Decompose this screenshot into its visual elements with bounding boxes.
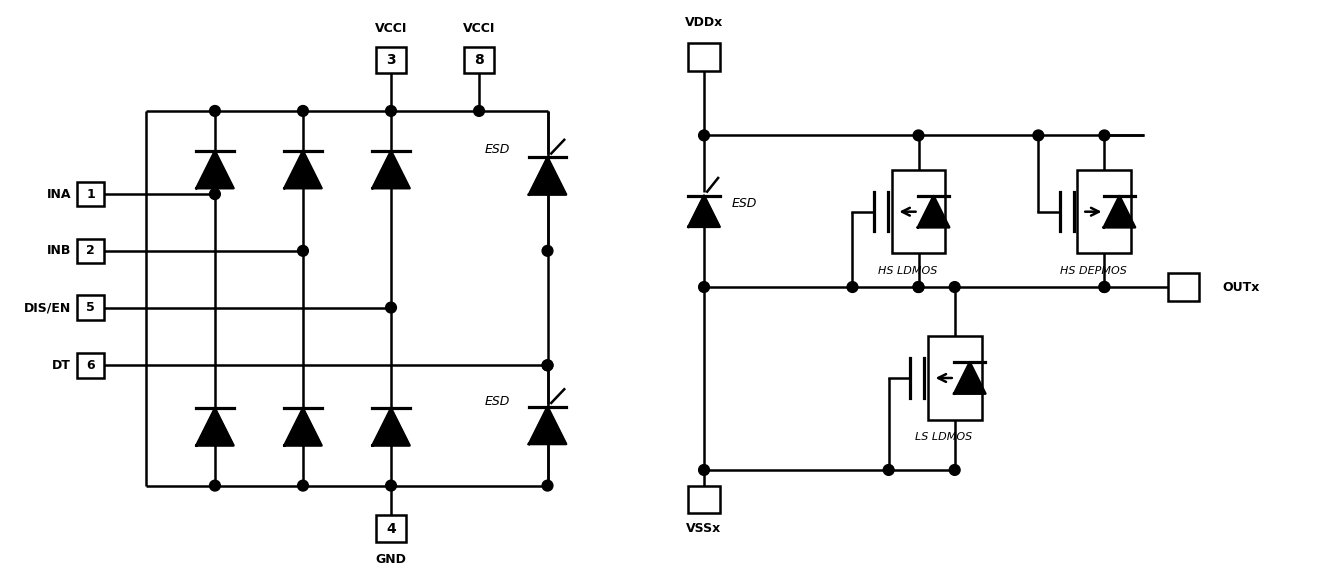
Circle shape: [542, 480, 553, 491]
Polygon shape: [528, 407, 567, 444]
Text: 8: 8: [474, 53, 483, 67]
Circle shape: [210, 480, 221, 491]
Polygon shape: [373, 151, 410, 188]
Text: 6: 6: [86, 359, 95, 372]
Text: INB: INB: [46, 244, 71, 257]
Circle shape: [1099, 130, 1110, 141]
FancyBboxPatch shape: [688, 485, 720, 513]
Circle shape: [297, 246, 308, 256]
FancyBboxPatch shape: [376, 515, 406, 542]
Text: 1: 1: [86, 188, 95, 201]
Circle shape: [386, 480, 396, 491]
Circle shape: [913, 282, 923, 293]
Text: VSSx: VSSx: [687, 522, 721, 535]
Polygon shape: [284, 151, 321, 188]
Polygon shape: [528, 158, 567, 194]
Circle shape: [699, 282, 709, 293]
Text: GND: GND: [375, 553, 407, 566]
Circle shape: [542, 360, 553, 371]
Circle shape: [884, 464, 894, 475]
Circle shape: [847, 282, 857, 293]
Polygon shape: [284, 408, 321, 446]
Text: VCCI: VCCI: [375, 22, 407, 35]
Circle shape: [474, 105, 485, 116]
Circle shape: [950, 282, 960, 293]
Text: VDDx: VDDx: [684, 16, 723, 29]
Text: HS LDMOS: HS LDMOS: [878, 266, 938, 276]
Polygon shape: [1104, 196, 1135, 227]
Text: LS LDMOS: LS LDMOS: [915, 432, 972, 442]
FancyBboxPatch shape: [927, 336, 982, 420]
Text: ESD: ESD: [732, 197, 757, 210]
Polygon shape: [688, 196, 720, 227]
Circle shape: [699, 130, 709, 141]
Text: HS DEPMOS: HS DEPMOS: [1061, 266, 1127, 276]
Text: VCCI: VCCI: [462, 22, 495, 35]
Circle shape: [699, 464, 709, 475]
Text: 5: 5: [86, 301, 95, 314]
Circle shape: [542, 360, 553, 371]
Polygon shape: [197, 151, 234, 188]
Circle shape: [297, 480, 308, 491]
Text: OUTx: OUTx: [1222, 281, 1260, 294]
Circle shape: [210, 189, 221, 200]
Polygon shape: [197, 408, 234, 446]
Text: DT: DT: [53, 359, 71, 372]
Polygon shape: [954, 362, 985, 393]
FancyBboxPatch shape: [77, 182, 104, 206]
Circle shape: [297, 105, 308, 116]
FancyBboxPatch shape: [77, 239, 104, 263]
Circle shape: [913, 282, 923, 293]
Text: INA: INA: [46, 188, 71, 201]
Text: ESD: ESD: [485, 395, 510, 408]
Circle shape: [210, 105, 221, 116]
FancyBboxPatch shape: [1168, 273, 1199, 301]
Text: 2: 2: [86, 244, 95, 257]
FancyBboxPatch shape: [892, 170, 946, 253]
FancyBboxPatch shape: [688, 44, 720, 71]
FancyBboxPatch shape: [77, 295, 104, 320]
Polygon shape: [373, 408, 410, 446]
FancyBboxPatch shape: [376, 47, 406, 73]
Text: 4: 4: [386, 522, 396, 536]
Text: DIS/EN: DIS/EN: [24, 301, 71, 314]
Polygon shape: [918, 196, 950, 227]
Circle shape: [1099, 282, 1110, 293]
Text: 3: 3: [386, 53, 396, 67]
FancyBboxPatch shape: [77, 353, 104, 378]
Circle shape: [950, 464, 960, 475]
Circle shape: [386, 105, 396, 116]
Circle shape: [386, 302, 396, 313]
Circle shape: [1099, 282, 1110, 293]
FancyBboxPatch shape: [1078, 170, 1131, 253]
Circle shape: [1033, 130, 1044, 141]
Text: ESD: ESD: [485, 143, 510, 156]
FancyBboxPatch shape: [465, 47, 494, 73]
Circle shape: [913, 130, 923, 141]
Circle shape: [542, 246, 553, 256]
